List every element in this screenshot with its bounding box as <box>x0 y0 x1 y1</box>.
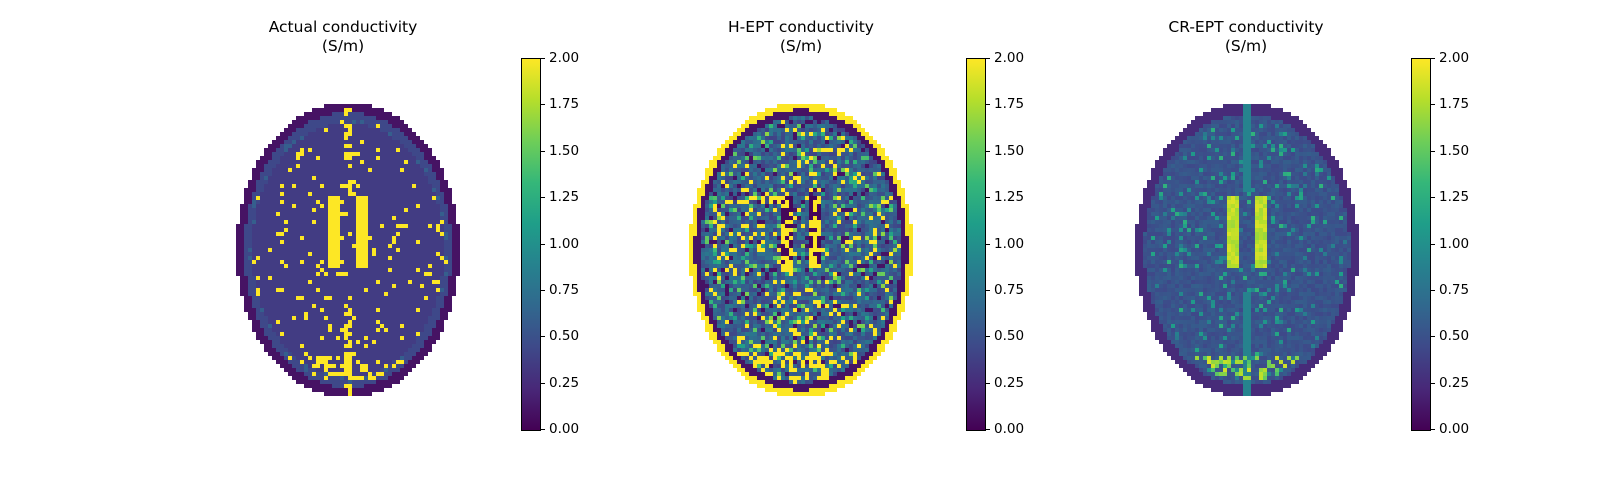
colorbar-tick-label: 0.50 <box>549 328 580 345</box>
panel-hept-conductivity: H-EPT conductivity (S/m) 0.00 0.25 0.50 0.7… <box>0 0 1024 480</box>
colorbar-tick-mark <box>540 58 545 59</box>
panel-title-line1: H-EPT conductivity <box>728 18 874 36</box>
colorbar-tick-mark <box>985 58 990 59</box>
colorbar-ticks: 0.00 0.25 0.50 0.75 1.00 1.25 1.50 1.75 2.00 <box>1430 50 1490 437</box>
colorbar-tick-mark <box>1430 382 1435 384</box>
colorbar-ticks: 0.00 0.25 0.50 0.75 1.00 1.25 1.50 1.75 2.00 <box>985 50 1045 437</box>
colorbar-tick-mark <box>540 382 545 384</box>
colorbar-tick-mark <box>540 197 545 199</box>
brain-image-actual <box>236 104 460 396</box>
colorbar-tick-mark <box>1430 243 1435 245</box>
colorbar-tick-label: 0.75 <box>1439 281 1470 298</box>
colorbar-tick-label: 0.00 <box>994 421 1025 437</box>
panel-title: H-EPT conductivity (S/m) <box>541 18 1061 56</box>
brain-image-hept <box>689 104 913 396</box>
colorbar-ticks: 0.00 0.25 0.50 0.75 1.00 1.25 1.50 1.75 2.00 <box>540 50 600 437</box>
panel-title: CR-EPT conductivity (S/m) <box>986 18 1506 56</box>
colorbar-tick-mark <box>1430 58 1435 59</box>
colorbar-tick-label: 0.00 <box>549 421 580 437</box>
colorbar-tick-mark <box>985 243 990 245</box>
colorbar-tick-mark <box>1430 104 1435 106</box>
colorbar-tick-mark <box>1430 289 1435 291</box>
colorbar-tick-mark <box>985 382 990 384</box>
colorbar-tick-label: 1.75 <box>549 96 580 113</box>
colorbar-tick-label: 1.50 <box>549 142 580 159</box>
colorbar-tick-label: 1.00 <box>994 235 1025 252</box>
colorbar <box>1411 58 1431 431</box>
colorbar-tick-mark <box>985 336 990 338</box>
colorbar-tick-label: 0.25 <box>549 374 580 391</box>
colorbar-tick-label: 0.75 <box>994 281 1025 298</box>
colorbar-tick-label: 1.00 <box>1439 235 1470 252</box>
colorbar-tick-label: 1.75 <box>1439 96 1470 113</box>
colorbar-tick-label: 1.25 <box>549 189 580 206</box>
colorbar-tick-label: 2.00 <box>549 50 580 66</box>
colorbar <box>521 58 541 431</box>
colorbar-tick-label: 2.00 <box>1439 50 1470 66</box>
colorbar <box>966 58 986 431</box>
colorbar-tick-mark <box>1430 336 1435 338</box>
colorbar-tick-label: 0.25 <box>1439 374 1470 391</box>
colorbar-tick-mark <box>985 289 990 291</box>
colorbar-tick-label: 2.00 <box>994 50 1025 66</box>
colorbar-tick-label: 1.75 <box>994 96 1025 113</box>
panel-crept-conductivity: CR-EPT conductivity (S/m) 0.00 0.25 0.50 0.… <box>0 0 1469 480</box>
colorbar-tick-mark <box>985 104 990 106</box>
colorbar-tick-label: 1.25 <box>1439 189 1470 206</box>
colorbar-tick-mark <box>540 150 545 152</box>
colorbar-tick-label: 0.50 <box>994 328 1025 345</box>
colorbar-tick-label: 1.25 <box>994 189 1025 206</box>
panel-title-line2: (S/m) <box>321 37 365 55</box>
colorbar-tick-mark <box>540 336 545 338</box>
panel-actual-conductivity: Actual conductivity (S/m) 0.00 0.25 0.50 0.… <box>0 0 579 480</box>
panel-title-line2: (S/m) <box>779 37 823 55</box>
panel-title-line1: CR-EPT conductivity <box>1168 18 1324 36</box>
colorbar-tick-mark <box>540 243 545 245</box>
colorbar-tick-mark <box>540 429 545 430</box>
colorbar-tick-label: 1.50 <box>1439 142 1470 159</box>
colorbar-tick-label: 0.25 <box>994 374 1025 391</box>
panel-title-line1: Actual conductivity <box>268 18 418 36</box>
colorbar-tick-label: 0.00 <box>1439 421 1470 437</box>
colorbar-tick-mark <box>1430 197 1435 199</box>
colorbar-tick-mark <box>985 429 990 430</box>
colorbar-tick-label: 1.00 <box>549 235 580 252</box>
colorbar-tick-mark <box>985 197 990 199</box>
colorbar-tick-label: 0.75 <box>549 281 580 298</box>
colorbar-tick-label: 0.50 <box>1439 328 1470 345</box>
panel-title: Actual conductivity (S/m) <box>83 18 603 56</box>
colorbar-tick-mark <box>540 104 545 106</box>
colorbar-tick-mark <box>985 150 990 152</box>
brain-image-crept <box>1135 104 1359 396</box>
colorbar-tick-mark <box>540 289 545 291</box>
colorbar-tick-mark <box>1430 150 1435 152</box>
panel-title-line2: (S/m) <box>1224 37 1268 55</box>
colorbar-tick-label: 1.50 <box>994 142 1025 159</box>
colorbar-tick-mark <box>1430 429 1435 430</box>
